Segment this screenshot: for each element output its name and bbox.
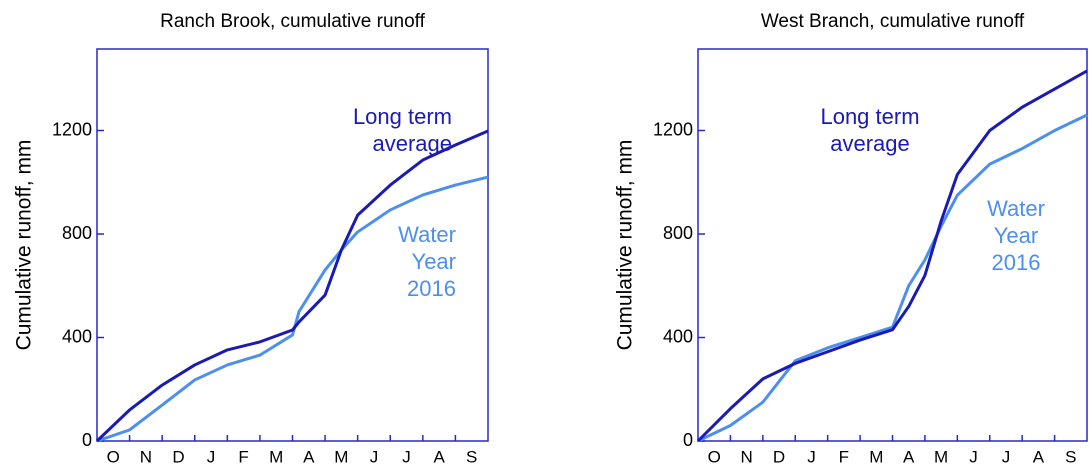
x-tick-label: J [807, 447, 816, 466]
x-tick-label: O [107, 447, 120, 466]
y-tick-label: 0 [683, 430, 693, 450]
annotation: Water [398, 222, 456, 247]
annotation: Long term [353, 104, 452, 129]
x-tick-label: J [370, 447, 379, 466]
annotation: average [830, 131, 910, 156]
series-line [95, 129, 489, 443]
annotation: Year [412, 249, 456, 274]
y-axis-label: Cumulative runoff, mm [13, 140, 36, 351]
x-tick-label: M [869, 447, 883, 466]
annotation: Long term [820, 104, 919, 129]
x-tick-label: J [969, 447, 978, 466]
x-tick-label: A [903, 447, 915, 466]
x-tick-label: J [207, 447, 216, 466]
annotation: average [372, 131, 452, 156]
y-tick-label: 1200 [52, 119, 92, 139]
series-line [697, 113, 1088, 443]
chart-title: Ranch Brook, cumulative runoff [160, 11, 425, 32]
x-tick-label: S [1065, 447, 1076, 466]
y-tick-label: 800 [663, 223, 693, 243]
x-tick-label: A [303, 447, 315, 466]
x-tick-label: F [238, 447, 248, 466]
x-tick-label: J [1002, 447, 1011, 466]
series-line [696, 69, 1088, 443]
series-line [96, 175, 489, 443]
y-tick-label: 400 [663, 326, 693, 346]
x-tick-label: F [839, 447, 849, 466]
y-axis-label: Cumulative runoff, mm [614, 140, 637, 351]
y-tick-label: 1200 [653, 119, 693, 139]
x-tick-label: J [402, 447, 411, 466]
y-tick-label: 800 [62, 223, 92, 243]
x-tick-label: S [466, 447, 477, 466]
chart-title: West Branch, cumulative runoff [761, 11, 1025, 32]
x-tick-label: O [708, 447, 721, 466]
y-tick-label: 400 [62, 326, 92, 346]
annotation: 2016 [407, 276, 456, 301]
y-tick-label: 0 [82, 430, 92, 450]
x-tick-label: N [740, 447, 752, 466]
x-tick-label: M [269, 447, 283, 466]
x-tick-label: D [172, 447, 184, 466]
x-tick-label: M [334, 447, 348, 466]
annotation: Water [987, 196, 1045, 221]
annotation: 2016 [992, 250, 1041, 275]
x-tick-label: A [433, 447, 445, 466]
x-tick-label: D [773, 447, 785, 466]
x-tick-label: M [934, 447, 948, 466]
annotation: Year [994, 223, 1038, 248]
x-tick-label: N [140, 447, 152, 466]
x-tick-label: A [1033, 447, 1045, 466]
